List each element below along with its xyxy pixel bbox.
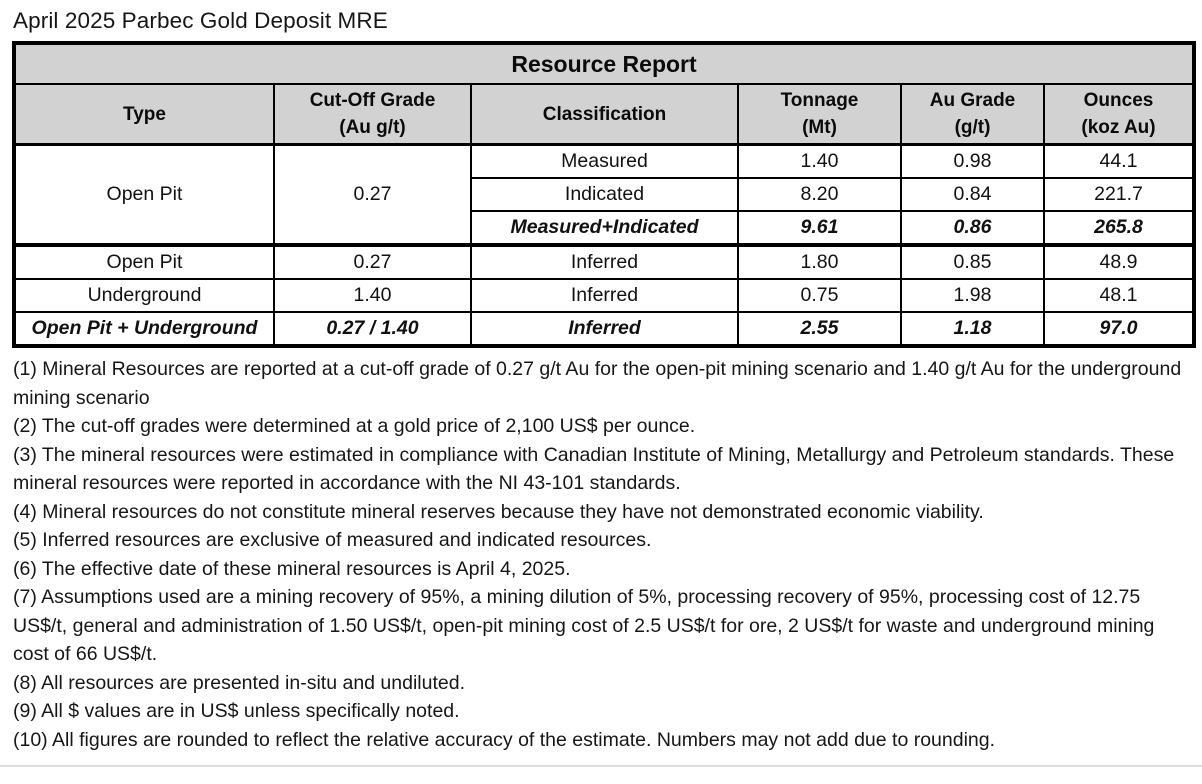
- tonnage-cell: 1.80: [737, 243, 902, 280]
- classification-cell: Inferred: [470, 311, 739, 347]
- type-cell: Underground: [13, 278, 275, 313]
- col-header-classification: Classification: [470, 83, 739, 146]
- classification-cell: Inferred: [470, 243, 739, 280]
- col-header-unit: (Au g/t): [339, 117, 406, 138]
- col-header-tonnage: Tonnage (Mt): [737, 83, 902, 146]
- footnote-item: (4) Mineral resources do not constitute …: [13, 500, 984, 523]
- col-header-label: Cut-Off Grade: [309, 90, 436, 111]
- resource-report-table: Resource Report Type Cut-Off Grade (Au g…: [12, 41, 1197, 348]
- footnote-item: (9) All $ values are in US$ unless speci…: [13, 700, 460, 722]
- footnote-item: (1) Mineral Resources are reported at a …: [13, 358, 1182, 409]
- au-grade-cell: 0.84: [900, 177, 1045, 212]
- classification-cell: Measured+Indicated: [470, 210, 739, 246]
- footnote-item: (7) Assumptions used are a mining recove…: [13, 586, 1155, 665]
- ounces-cell: 97.0: [1042, 311, 1196, 347]
- tonnage-cell: 0.75: [737, 278, 902, 313]
- table-row-measured-indicated: Measured+Indicated 9.61 0.86 265.8: [14, 210, 1196, 246]
- ounces-cell: 44.1: [1042, 143, 1196, 179]
- table-title-row: Resource Report: [12, 42, 1196, 85]
- col-header-cutoff-grade: Cut-Off Grade (Au g/t): [273, 83, 472, 146]
- classification-cell: Inferred: [470, 278, 739, 313]
- table-row-underground-inferred: Underground 1.40 Inferred 0.75 1.98 48.1: [13, 278, 1196, 313]
- type-cell: Open Pit: [13, 143, 275, 246]
- tonnage-cell: 1.40: [737, 143, 902, 179]
- footnote-item: (8) All resources are presented in-situ …: [13, 671, 466, 694]
- au-grade-cell: 1.98: [900, 278, 1045, 313]
- col-header-label: Au Grade: [929, 90, 1016, 111]
- au-grade-cell: 0.98: [900, 143, 1045, 179]
- footnote-item: (10) All figures are rounded to reflect …: [13, 728, 996, 751]
- classification-cell: Measured: [470, 143, 739, 179]
- footnote-item: (5) Inferred resources are exclusive of …: [13, 529, 652, 551]
- cutoff-cell: 1.40: [273, 278, 472, 313]
- ounces-cell: 265.8: [1042, 210, 1196, 246]
- col-header-unit: (g/t): [954, 117, 991, 138]
- col-header-label: Classification: [542, 103, 667, 125]
- ounces-cell: 221.7: [1042, 177, 1196, 212]
- col-header-label: Ounces: [1083, 90, 1154, 111]
- col-header-ounces: Ounces (koz Au): [1042, 83, 1196, 146]
- classification-cell: Indicated: [470, 177, 739, 212]
- au-grade-cell: 0.86: [900, 210, 1045, 246]
- footnotes-section: (1) Mineral Resources are reported at a …: [0, 348, 1198, 754]
- cutoff-cell: 0.27 / 1.40: [273, 311, 472, 347]
- cutoff-cell: 0.27: [273, 143, 472, 246]
- page-title: April 2025 Parbec Gold Deposit MRE: [13, 8, 388, 33]
- table-row-measured: Open Pit 0.27 Measured 1.40 0.98 44.1: [13, 143, 1196, 246]
- col-header-label: Tonnage: [780, 90, 859, 111]
- au-grade-cell: 0.85: [900, 243, 1045, 280]
- column-header-row: Type Cut-Off Grade (Au g/t) Classificati…: [13, 83, 1196, 146]
- col-header-unit: (Mt): [802, 117, 837, 138]
- footnote-item: (6) The effective date of these mineral …: [13, 557, 571, 580]
- type-cell: Open Pit: [13, 243, 275, 280]
- ounces-cell: 48.1: [1042, 278, 1196, 313]
- table-row-total-inferred: Open Pit + Underground 0.27 / 1.40 Infer…: [13, 311, 1196, 347]
- ounces-cell: 48.9: [1042, 243, 1196, 280]
- cutoff-cell: 0.27: [273, 243, 472, 280]
- table-row-openpit-inferred: Open Pit 0.27 Inferred 1.80 0.85 48.9: [13, 243, 1196, 280]
- footnote-item: (3) The mineral resources were estimated…: [13, 443, 1175, 495]
- tonnage-cell: 8.20: [737, 177, 902, 212]
- col-header-unit: (koz Au): [1081, 117, 1156, 138]
- page-edge-line: [0, 765, 1202, 767]
- tonnage-cell: 2.55: [737, 311, 902, 347]
- footnote-item: (2) The cut-off grades were determined a…: [13, 415, 696, 437]
- tonnage-cell: 9.61: [737, 210, 902, 246]
- col-header-au-grade: Au Grade (g/t): [900, 83, 1045, 146]
- table-title: Resource Report: [12, 42, 1196, 85]
- col-header-type: Type: [13, 83, 275, 146]
- table-row-indicated: Indicated 8.20 0.84 221.7: [14, 177, 1196, 212]
- type-cell: Open Pit + Underground: [13, 311, 275, 347]
- au-grade-cell: 1.18: [900, 311, 1045, 347]
- col-header-label: Type: [123, 103, 166, 125]
